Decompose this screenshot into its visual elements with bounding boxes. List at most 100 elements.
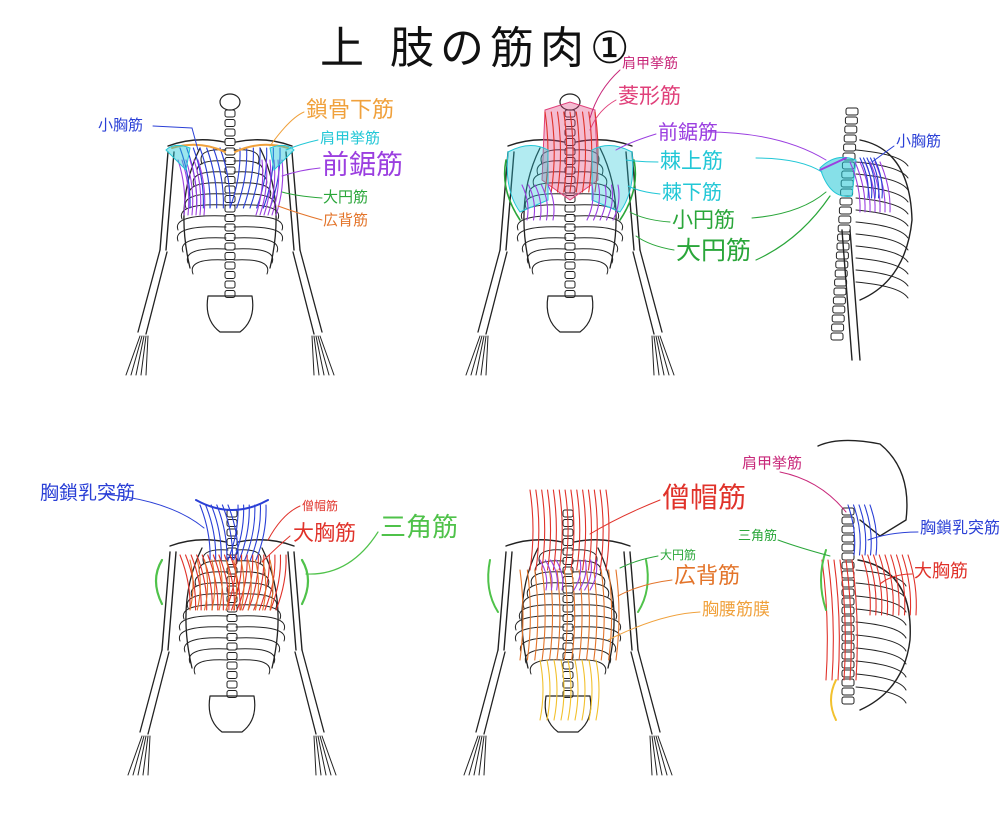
vertebra (226, 680, 238, 689)
muscle-fiber (193, 159, 202, 216)
rib (193, 659, 229, 675)
finger-bone (480, 335, 487, 376)
muscle-fiber (827, 559, 834, 681)
humerus (623, 551, 633, 651)
muscle-fiber (587, 489, 592, 571)
muscle-fiber (867, 554, 877, 616)
finger-bone (478, 735, 485, 776)
forearm (630, 651, 653, 735)
vertebra (562, 595, 574, 603)
vertebra (564, 233, 576, 241)
vertebra (837, 224, 851, 233)
muscle-fiber (263, 159, 272, 216)
muscle-fiber (526, 569, 531, 661)
vertebra (562, 690, 574, 698)
muscle-fiber (571, 569, 576, 661)
muscle-fiber (884, 554, 894, 616)
label-trapezius: 僧帽筋 (662, 481, 747, 514)
rib (855, 233, 909, 251)
leader-line (589, 499, 661, 535)
muscle-fiber (576, 489, 581, 571)
finger-bone (311, 335, 315, 376)
muscle-fiber (592, 184, 601, 221)
finger-bone (485, 335, 489, 376)
vertebra (841, 660, 855, 669)
rib (573, 248, 614, 264)
vertebra (844, 116, 858, 125)
muscle-fiber (249, 147, 261, 209)
ribcage-outline (859, 139, 913, 301)
leader-line (267, 505, 301, 541)
ribcage-outline (597, 547, 615, 669)
rib (233, 226, 284, 242)
finger-bone (649, 735, 653, 776)
muscle-fiber (255, 504, 267, 561)
muscle-fiber (221, 504, 234, 561)
rib (855, 647, 907, 665)
label-levator-scapulae: 肩甲挙筋 (742, 454, 803, 472)
jaw-line (195, 499, 269, 511)
forearm (475, 649, 499, 733)
clavicle (235, 139, 293, 147)
finger-bone (317, 335, 330, 376)
vertebra (224, 233, 236, 241)
ribcage-outline (599, 147, 617, 269)
rib (194, 571, 229, 587)
deltoid-outline (300, 558, 310, 606)
rib (571, 648, 612, 664)
finger-bone (127, 735, 143, 776)
vertebra (564, 271, 576, 279)
rib (571, 615, 622, 631)
label-deltoid: 三角筋 (738, 529, 778, 544)
label-teres-minor: 小円筋 (672, 208, 735, 232)
finger-bone (653, 335, 660, 376)
rib (855, 149, 909, 167)
rib (855, 686, 907, 704)
muscle-fiber (866, 157, 876, 199)
leader-line (191, 127, 199, 151)
finger-bone (319, 735, 332, 776)
arm-bone (849, 229, 861, 361)
finger-bone (142, 735, 149, 776)
rib (573, 215, 624, 231)
leader-line (777, 539, 831, 557)
forearm (147, 651, 170, 735)
muscle-fiber (605, 184, 614, 221)
vertebra (562, 547, 574, 556)
label-subclavius: 鎖骨下筋 (306, 98, 395, 123)
vertebra (226, 614, 238, 622)
infraspinatus-region (591, 145, 634, 213)
muscle-fiber (539, 559, 548, 591)
vertebra (564, 242, 576, 251)
muscle-fiber (244, 504, 256, 561)
label-pectoralis-minor: 小胸筋 (98, 116, 144, 134)
vertebra (226, 671, 238, 679)
leader-line (589, 69, 621, 119)
leader-line (871, 145, 895, 163)
leader-line (627, 185, 661, 195)
muscle-fiber (556, 111, 562, 193)
muscle-fiber (269, 559, 274, 611)
muscle-fiber (192, 147, 204, 209)
vertebra (838, 206, 852, 215)
leader-line (607, 611, 701, 641)
clavicle (505, 539, 563, 547)
leader-line (867, 531, 919, 541)
muscle-fiber (584, 559, 592, 591)
muscle-fiber (179, 147, 191, 209)
vertebra (841, 651, 855, 660)
finger-bone (463, 735, 479, 776)
label-serratus-anterior: 前鋸筋 (658, 120, 718, 144)
vertebra (562, 576, 574, 584)
muscle-fiber (869, 504, 878, 556)
muscle-fiber (615, 569, 620, 661)
clavicle (169, 539, 227, 547)
leader-line (261, 535, 291, 563)
muscle-fiber (199, 147, 211, 209)
rib (855, 197, 909, 215)
rib (181, 237, 227, 253)
ribcage-outline (261, 547, 279, 669)
muscle-fiber (540, 184, 549, 221)
rib (528, 182, 567, 198)
muscle-fiber (550, 559, 558, 591)
